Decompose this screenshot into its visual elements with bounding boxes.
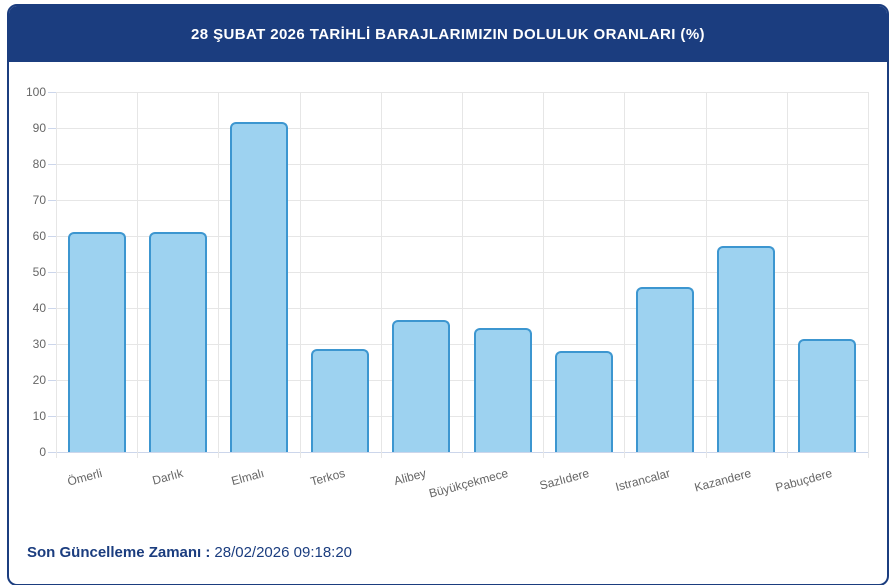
x-axis-label: Darlık [150, 466, 185, 488]
y-axis-label: 10 [32, 409, 46, 423]
y-axis-label: 50 [32, 265, 46, 279]
y-axis-label: 80 [32, 157, 46, 171]
chart-title: 28 ŞUBAT 2026 TARİHLİ BARAJLARIMIZIN DOL… [191, 25, 705, 43]
x-axis-label: Elmalı [229, 466, 266, 489]
gridline-vertical [624, 92, 625, 458]
bar-darlık[interactable] [148, 232, 207, 452]
y-axis-tick [48, 200, 56, 201]
bar-pabuçdere[interactable] [798, 338, 857, 452]
y-axis-tick [48, 452, 56, 453]
y-axis-tick [48, 380, 56, 381]
y-axis-tick [48, 164, 56, 165]
gridline-vertical [56, 92, 57, 458]
y-axis-tick [48, 272, 56, 273]
bar-elmalı[interactable] [230, 121, 288, 452]
x-axis-label: Alibey [392, 466, 429, 488]
y-axis-label: 0 [39, 445, 46, 459]
bar-istrancalar[interactable] [636, 286, 694, 452]
x-axis-label: Büyükçekmece [426, 466, 510, 501]
x-axis-label: Pabuçdere [774, 466, 835, 495]
bar-alibey[interactable] [392, 320, 451, 452]
gridline-vertical [868, 92, 869, 458]
dam-occupancy-card: 28 ŞUBAT 2026 TARİHLİ BARAJLARIMIZIN DOL… [7, 4, 889, 585]
bar-kazandere[interactable] [717, 246, 776, 452]
gridline-vertical [137, 92, 138, 458]
bar-terkos[interactable] [311, 349, 370, 452]
y-axis-tick [48, 128, 56, 129]
y-axis-label: 60 [32, 229, 46, 243]
y-axis-tick [48, 236, 56, 237]
gridline-vertical [706, 92, 707, 458]
gridline-vertical [381, 92, 382, 458]
x-axis-label: Kazandere [693, 466, 753, 495]
x-axis-label: Terkos [309, 466, 347, 489]
y-axis-tick [48, 416, 56, 417]
y-axis-tick [48, 92, 56, 93]
card-header: 28 ŞUBAT 2026 TARİHLİ BARAJLARIMIZIN DOL… [9, 6, 887, 62]
y-axis-label: 70 [32, 193, 46, 207]
bar-ömerli[interactable] [67, 231, 126, 452]
y-axis-tick [48, 344, 56, 345]
last-update-footer: Son Güncelleme Zamanı :28/02/2026 09:18:… [27, 544, 352, 561]
y-axis-tick [48, 308, 56, 309]
gridline-vertical [787, 92, 788, 458]
gridline-vertical [218, 92, 219, 458]
y-axis-label: 100 [25, 85, 46, 99]
gridline-vertical [462, 92, 463, 458]
x-axis-label: Istrancalar [613, 466, 672, 495]
last-update-value: 28/02/2026 09:18:20 [214, 544, 353, 561]
y-axis-label: 30 [32, 337, 46, 351]
bar-büyükçekmece[interactable] [473, 328, 532, 452]
gridline-vertical [300, 92, 301, 458]
last-update-label: Son Güncelleme Zamanı : [27, 544, 211, 561]
x-axis-label: Sazlıdere [537, 466, 591, 493]
y-axis-label: 90 [32, 121, 46, 135]
y-axis-label: 40 [32, 301, 46, 315]
gridline-vertical [543, 92, 544, 458]
bar-sazlıdere[interactable] [554, 351, 613, 452]
y-axis-label: 20 [32, 373, 46, 387]
bar-chart-plot-area: 0 10 20 30 40 50 60 70 80 90 100 Ömerli Darlık Elmalı… [26, 85, 869, 501]
